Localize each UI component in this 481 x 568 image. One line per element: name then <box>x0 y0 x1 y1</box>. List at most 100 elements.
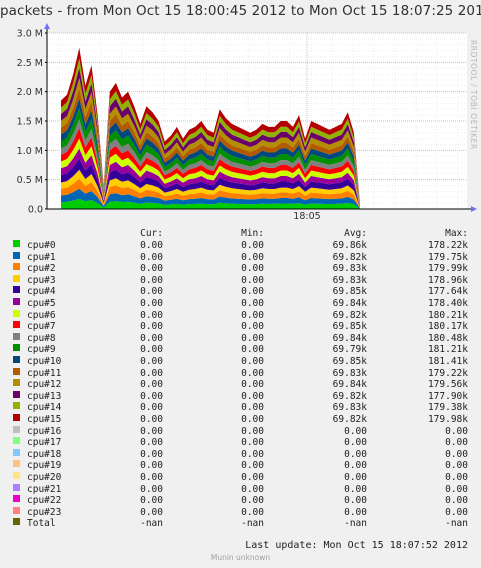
legend-label: cpu#4 <box>27 286 56 298</box>
value-max: 180.17k <box>427 321 468 333</box>
legend-row: cpu#21 0.00 0.00 0.00 0.00 <box>0 483 481 496</box>
y-tick-label: 0.0 <box>28 205 43 216</box>
legend-label: cpu#10 <box>27 356 62 367</box>
series-area-cpu10 <box>61 98 360 206</box>
legend-swatch <box>13 344 20 352</box>
legend-header: Cur: Min: Avg: Max: <box>0 228 481 240</box>
value-cur: 0.00 <box>140 437 163 449</box>
value-avg: 69.84k <box>332 332 367 344</box>
value-max: -nan <box>445 518 468 530</box>
value-avg: 69.86k <box>332 240 367 251</box>
value-min: 0.00 <box>241 321 264 333</box>
value-min: 0.00 <box>241 506 264 518</box>
legend-row: cpu#9 0.00 0.00 69.79k 181.21k <box>0 344 481 356</box>
series-area-cpu6 <box>61 138 360 207</box>
value-max: 179.75k <box>427 251 468 263</box>
value-min: 0.00 <box>241 298 264 309</box>
legend-row: cpu#19 0.00 0.00 0.00 0.00 <box>0 460 481 472</box>
legend-label: cpu#9 <box>27 344 56 356</box>
value-avg: 69.85k <box>332 321 367 333</box>
legend-row: cpu#13 0.00 0.00 69.82k 177.90k <box>0 390 481 403</box>
legend-row: cpu#22 0.00 0.00 0.00 0.00 <box>0 495 481 507</box>
value-min: 0.00 <box>241 309 264 321</box>
value-max: 0.00 <box>445 437 468 449</box>
legend-label: cpu#16 <box>27 425 62 437</box>
y-tick-label: 1.5 M <box>17 117 43 128</box>
legend-swatch <box>13 251 20 259</box>
header-cur: Cur: <box>140 228 163 239</box>
legend-label: cpu#11 <box>27 367 62 379</box>
chart-title: packets - from Mon Oct 15 18:00:45 2012 … <box>0 3 481 19</box>
value-avg: -nan <box>344 518 367 530</box>
value-min: 0.00 <box>241 356 264 367</box>
legend-label: cpu#0 <box>27 240 56 251</box>
value-max: 177.64k <box>427 286 468 298</box>
value-min: 0.00 <box>241 437 264 449</box>
series-area-cpu12 <box>61 77 360 205</box>
value-max: 178.40k <box>427 298 468 309</box>
legend-label: cpu#20 <box>27 472 62 483</box>
value-max: 0.00 <box>445 425 468 437</box>
legend-swatch <box>13 495 20 503</box>
y-axis-arrow <box>44 23 50 29</box>
value-avg: 69.83k <box>332 402 367 414</box>
legend-row: cpu#5 0.00 0.00 69.84k 178.40k <box>0 298 481 310</box>
legend-swatch <box>13 309 20 317</box>
header-min: Min: <box>241 228 264 239</box>
value-max: 0.00 <box>445 483 468 495</box>
value-min: 0.00 <box>241 472 264 483</box>
value-min: 0.00 <box>241 367 264 379</box>
legend-swatch <box>13 414 20 421</box>
value-min: 0.00 <box>241 390 264 402</box>
legend-swatch <box>13 460 20 468</box>
legend-label: cpu#19 <box>27 460 62 472</box>
value-max: 0.00 <box>445 448 468 460</box>
value-min: 0.00 <box>241 448 264 460</box>
value-avg: 0.00 <box>344 483 367 495</box>
value-avg: 69.82k <box>332 390 367 402</box>
value-max: 179.22k <box>427 367 468 379</box>
value-cur: 0.00 <box>140 367 163 379</box>
legend-swatch <box>13 356 20 363</box>
series-area-cpu1 <box>61 188 360 209</box>
legend-label: cpu#17 <box>27 437 62 449</box>
legend-swatch <box>13 263 20 271</box>
value-min: 0.00 <box>241 414 264 425</box>
legend-swatch <box>13 379 20 387</box>
value-max: 179.38k <box>427 402 468 414</box>
legend-row: cpu#23 0.00 0.00 0.00 0.00 <box>0 506 481 519</box>
value-max: 181.21k <box>427 344 468 356</box>
value-cur: 0.00 <box>140 332 163 344</box>
series-area-cpu0 <box>61 198 360 209</box>
legend-swatch <box>13 240 20 247</box>
y-tick-label: 2.5 M <box>17 58 43 69</box>
series-area-cpu11 <box>61 88 360 205</box>
legend-row: cpu#12 0.00 0.00 69.84k 179.56k <box>0 379 481 391</box>
series-area-cpu3 <box>61 169 360 208</box>
value-max: 179.98k <box>427 414 468 425</box>
value-avg: 69.85k <box>332 356 367 367</box>
value-max: 0.00 <box>445 506 468 518</box>
legend-row: cpu#10 0.00 0.00 69.85k 181.41k <box>0 356 481 368</box>
legend-label: cpu#5 <box>27 298 56 309</box>
value-avg: 69.82k <box>332 414 367 425</box>
value-cur: 0.00 <box>140 274 163 286</box>
legend-label: cpu#13 <box>27 390 62 402</box>
value-avg: 69.79k <box>332 344 367 356</box>
value-avg: 69.83k <box>332 263 367 275</box>
legend-row: cpu#2 0.00 0.00 69.83k 179.99k <box>0 263 481 275</box>
value-max: 179.99k <box>427 263 468 275</box>
value-avg: 69.83k <box>332 274 367 286</box>
value-cur: 0.00 <box>140 240 163 251</box>
value-cur: 0.00 <box>140 460 163 472</box>
legend-label: cpu#23 <box>27 506 62 518</box>
value-min: 0.00 <box>241 402 264 414</box>
value-avg: 69.84k <box>332 379 367 391</box>
legend-swatch <box>13 274 20 282</box>
stacked-areas <box>61 47 360 209</box>
value-min: 0.00 <box>241 286 264 298</box>
value-cur: 0.00 <box>140 483 163 495</box>
value-avg: 69.82k <box>332 309 367 321</box>
value-max: 180.48k <box>427 332 468 344</box>
legend-swatch <box>13 367 20 375</box>
